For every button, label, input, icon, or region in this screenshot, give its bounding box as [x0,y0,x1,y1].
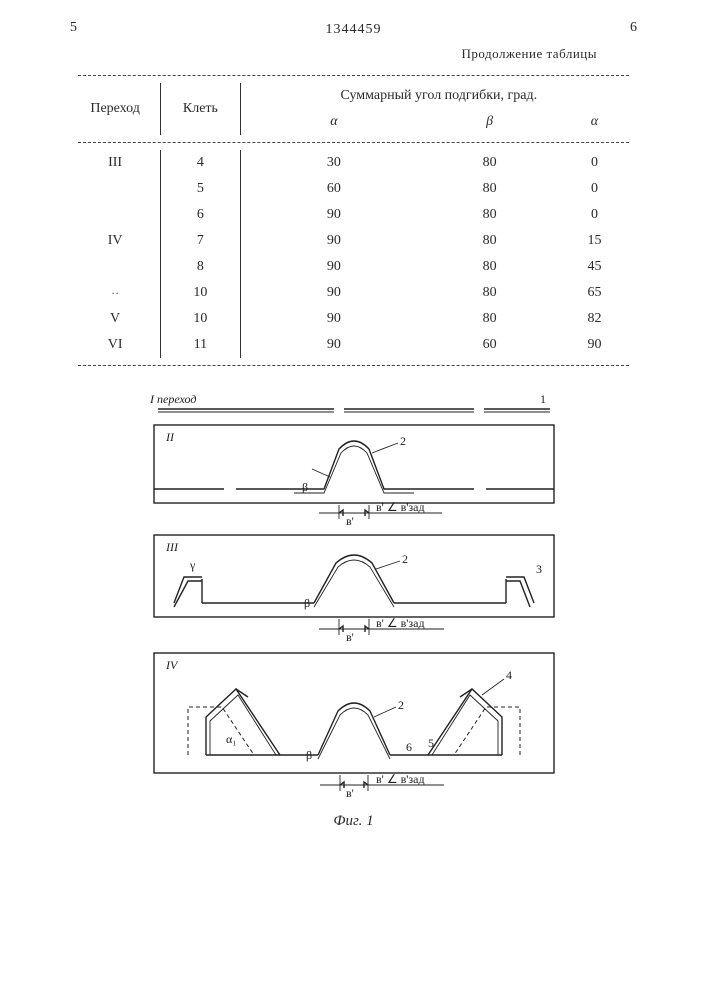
table-row: III430800 [70,150,637,176]
cell: 65 [552,280,637,306]
cell: VI [70,332,161,358]
fig-stage-1: I переход 1 [144,391,564,419]
cell: 80 [427,150,552,176]
callout-1: 1 [540,392,546,406]
fig-stage-3: III γ 2 3 β в' ∠ в'зад в' [144,529,564,647]
callout-beta-a: β [302,480,308,494]
cell: ·· [70,280,161,306]
callout-2c: 2 [398,698,404,712]
table-row: 8908045 [70,254,637,280]
dim-3: в' ∠ в'зад [376,616,425,630]
cell [70,176,161,202]
cell: 60 [427,332,552,358]
cell: 82 [552,306,637,332]
stage2-label: II [165,430,175,444]
cell: 6 [161,202,240,228]
fig-stage-2: II 2 β в' ∠ в'зад в' [144,419,564,529]
cell: 80 [427,254,552,280]
cell: 90 [240,306,427,332]
cell: 90 [240,228,427,254]
cell: 80 [427,176,552,202]
dim-2s: в' [346,514,354,528]
cell: 90 [240,280,427,306]
callout-2b: 2 [402,552,408,566]
cell: 60 [240,176,427,202]
cell: 0 [552,150,637,176]
dim-2: в' ∠ в'зад [376,500,425,514]
callout-beta-b: β [304,596,310,610]
table-row: VI11906090 [70,332,637,358]
cell: 0 [552,202,637,228]
th-alpha1: α [240,109,427,135]
callout-gamma: γ [189,558,196,572]
cell: 30 [240,150,427,176]
th-perehod: Переход [70,83,161,135]
callout-4: 4 [506,668,512,682]
page-num-left: 5 [70,20,77,36]
cell: 7 [161,228,240,254]
cell: 15 [552,228,637,254]
th-sum: Суммарный угол подгибки, град. [240,83,637,109]
cell: 10 [161,306,240,332]
table-row: 690800 [70,202,637,228]
th-beta: β [427,109,552,135]
table-row: V10908082 [70,306,637,332]
page-num-right: 6 [630,20,637,36]
table-row: 560800 [70,176,637,202]
cell [70,254,161,280]
cell: 90 [552,332,637,358]
dim-4: в' ∠ в'зад [376,772,425,786]
dim-4s: в' [346,786,354,800]
callout-5: 5 [428,736,434,750]
stage1-label: I переход [149,392,196,406]
th-klet: Клеть [161,83,240,135]
cell: 8 [161,254,240,280]
cell: 80 [427,280,552,306]
callout-2a: 2 [400,434,406,448]
cell: 80 [427,228,552,254]
cell: 45 [552,254,637,280]
fig-stage-4: IV α₁ 2 6 5 4 β [144,647,564,807]
table-row: IV7908015 [70,228,637,254]
figure-caption: Фиг. 1 [144,813,564,830]
cell: 10 [161,280,240,306]
callout-6: 6 [406,740,412,754]
cell: 90 [240,332,427,358]
cell: 80 [427,306,552,332]
cell: 0 [552,176,637,202]
dim-3s: в' [346,630,354,644]
cell: IV [70,228,161,254]
cell: 5 [161,176,240,202]
cell: V [70,306,161,332]
stage4-label: IV [165,658,179,672]
table-row: ··10908065 [70,280,637,306]
cell: 4 [161,150,240,176]
cell: 90 [240,202,427,228]
th-alpha2: α [552,109,637,135]
cell: 80 [427,202,552,228]
cell: 11 [161,332,240,358]
callout-alpha1: α₁ [226,732,236,746]
cell [70,202,161,228]
cell: 90 [240,254,427,280]
table-caption: Продолжение таблицы [70,46,597,62]
angles-table: Переход Клеть Суммарный угол подгибки, г… [70,68,637,373]
callout-beta-c: β [306,748,312,762]
stage3-label: III [165,540,179,554]
patent-number: 1344459 [70,22,637,38]
callout-3: 3 [536,562,542,576]
cell: III [70,150,161,176]
